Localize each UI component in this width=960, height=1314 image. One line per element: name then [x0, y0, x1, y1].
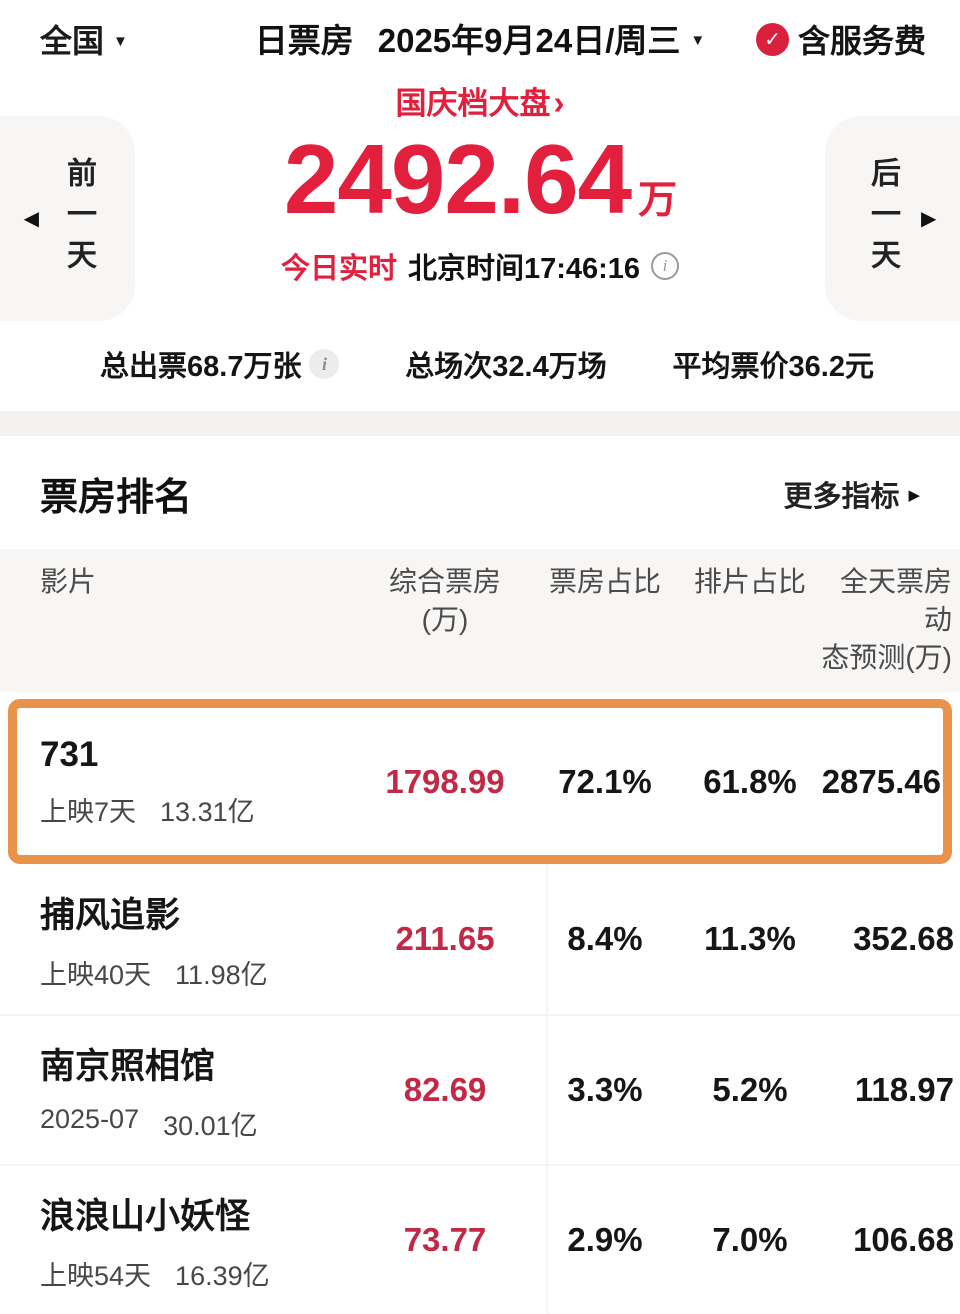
hero-section: ◀ 前一天 后一天 ▶ 2492.64 万 今日实时 北京时间17:46:16 i	[0, 116, 960, 321]
column-header-screening-share: 排片占比	[693, 566, 806, 597]
forecast-value: 118.97	[854, 1071, 954, 1109]
film-release-info: 上映40天	[40, 959, 152, 990]
film-total-gross: 13.31亿	[160, 796, 255, 827]
previous-day-button[interactable]: ◀ 前一天	[0, 116, 135, 321]
film-total-gross: 16.39亿	[175, 1260, 270, 1291]
film-row-bufengzhuiying[interactable]: 捕风追影 上映40天 11.98亿 211.65 8.4% 11.3% 352.…	[0, 864, 960, 1014]
box-office-value: 73.77	[403, 1221, 487, 1259]
arrow-right-icon: ▶	[921, 208, 937, 230]
stats-row: 总出票68.7万张 i 总场次32.4万场 平均票价36.2元	[0, 321, 960, 411]
film-total-gross: 11.98亿	[175, 959, 268, 990]
film-subtitle: 上映7天 13.31亿	[40, 790, 360, 829]
box-share-value: 2.9%	[567, 1221, 643, 1259]
film-subtitle: 2025-07 30.01亿	[40, 1104, 360, 1143]
film-row-nanjingzhaoxiangguan[interactable]: 南京照相馆 2025-07 30.01亿 82.69 3.3% 5.2% 118…	[0, 1014, 960, 1164]
total-tickets-label: 总出票68.7万张	[100, 351, 302, 383]
film-info: 731 上映7天 13.31亿	[17, 735, 360, 829]
more-indicators-button[interactable]: 更多指标 ▶	[783, 473, 920, 515]
column-divider-line	[546, 864, 549, 1314]
average-ticket-price-label: 平均票价36.2元	[672, 351, 874, 383]
service-fee-toggle[interactable]: ✓ 含服务费	[755, 16, 926, 62]
total-box-office-value: 2492.64	[283, 124, 632, 234]
column-header-forecast-line1: 全天票房动	[839, 566, 952, 635]
box-share-value: 8.4%	[567, 920, 643, 958]
total-screenings-label: 总场次32.4万场	[405, 351, 607, 383]
box-office-value: 211.65	[395, 920, 495, 958]
screening-share-value: 11.3%	[704, 920, 796, 958]
box-share-value: 72.1%	[558, 762, 652, 800]
region-dropdown[interactable]: 全国 ▼	[40, 16, 128, 62]
box-office-value: 1798.99	[385, 762, 505, 800]
check-icon: ✓	[755, 22, 789, 56]
national-day-box-office-link[interactable]: 国庆档大盘 ›	[396, 78, 565, 123]
box-office-value: 82.69	[403, 1071, 487, 1109]
average-ticket-price-stat: 平均票价36.2元	[673, 343, 874, 385]
film-subtitle: 上映54天 16.39亿	[40, 1254, 360, 1293]
total-box-office-unit: 万	[638, 179, 677, 222]
table-rows: 捕风追影 上映40天 11.98亿 211.65 8.4% 11.3% 352.…	[0, 864, 960, 1314]
chevron-down-icon: ▼	[690, 31, 706, 49]
film-info: 南京照相馆 2025-07 30.01亿	[0, 1038, 360, 1143]
screening-share-value: 5.2%	[712, 1071, 788, 1109]
chevron-right-icon: ›	[553, 84, 565, 121]
film-row-731[interactable]: 731 上映7天 13.31亿 1798.99 72.1% 61.8% 2875…	[17, 708, 943, 855]
info-icon[interactable]: i	[651, 251, 680, 280]
chevron-down-icon: ▼	[113, 32, 128, 50]
ranking-title: 票房排名	[40, 477, 193, 519]
column-header-box-office-line2: (万)	[421, 603, 469, 635]
film-release-info: 上映7天	[40, 796, 137, 827]
previous-day-label: 前一天	[62, 157, 95, 280]
column-header-box-office: 综合票房 (万)	[360, 563, 530, 676]
column-header-box-share: 票房占比	[548, 566, 661, 597]
title-group: 日票房 2025年9月24日/周三 ▼	[255, 14, 706, 62]
film-title: 浪浪山小妖怪	[40, 1196, 251, 1236]
top-bar: 全国 ▼ 日票房 2025年9月24日/周三 ▼ ✓ 含服务费	[0, 0, 960, 62]
film-info: 浪浪山小妖怪 上映54天 16.39亿	[0, 1188, 360, 1293]
total-screenings-stat: 总场次32.4万场	[405, 343, 606, 385]
arrow-left-icon: ◀	[23, 208, 39, 230]
holiday-link-label: 国庆档大盘	[395, 86, 551, 121]
box-share-value: 3.3%	[567, 1071, 643, 1109]
column-header-forecast: 全天票房动 态预测(万)	[820, 563, 960, 676]
total-tickets-stat: 总出票68.7万张 i	[100, 343, 340, 385]
date-label: 2025年9月24日/周三	[377, 22, 681, 59]
screening-share-value: 7.0%	[712, 1221, 788, 1259]
date-picker[interactable]: 2025年9月24日/周三 ▼	[378, 14, 706, 62]
info-icon[interactable]: i	[309, 349, 340, 379]
column-header-film: 影片	[40, 566, 97, 597]
holiday-link-row: 国庆档大盘 ›	[0, 62, 960, 121]
region-label: 全国	[40, 23, 105, 59]
metric-label: 日票房	[254, 22, 354, 59]
film-total-gross: 30.01亿	[163, 1110, 258, 1141]
beijing-time-label: 北京时间17:46:16	[407, 252, 641, 285]
film-title: 捕风追影	[40, 895, 181, 935]
next-day-button[interactable]: 后一天 ▶	[825, 116, 960, 321]
arrow-right-icon: ▶	[908, 486, 920, 504]
section-divider	[0, 411, 960, 436]
film-title: 南京照相馆	[40, 1046, 216, 1086]
film-release-info: 上映54天	[40, 1260, 152, 1291]
film-row-langlangshan[interactable]: 浪浪山小妖怪 上映54天 16.39亿 73.77 2.9% 7.0% 106.…	[0, 1164, 960, 1314]
film-info: 捕风追影 上映40天 11.98亿	[0, 887, 360, 992]
screening-share-value: 61.8%	[703, 762, 797, 800]
forecast-value: 2875.46	[821, 762, 941, 800]
total-box-office: 2492.64 万	[0, 116, 960, 231]
film-subtitle: 上映40天 11.98亿	[40, 953, 360, 992]
film-release-info: 2025-07	[40, 1103, 140, 1134]
forecast-value: 106.68	[853, 1221, 954, 1259]
film-title: 731	[40, 734, 99, 774]
column-header-forecast-line2: 态预测(万)	[821, 641, 952, 673]
ranking-header: 票房排名 更多指标 ▶	[0, 436, 960, 537]
highlight-border: 731 上映7天 13.31亿 1798.99 72.1% 61.8% 2875…	[8, 699, 952, 865]
table-header: 影片 综合票房 (万) 票房占比 排片占比 全天票房动 态预测(万)	[0, 549, 960, 693]
realtime-row: 今日实时 北京时间17:46:16 i	[0, 245, 960, 287]
realtime-label: 今日实时	[280, 252, 397, 285]
forecast-value: 352.68	[853, 920, 954, 958]
service-fee-label: 含服务费	[797, 23, 926, 59]
more-indicators-label: 更多指标	[783, 480, 900, 513]
column-header-box-office-line1: 综合票房	[388, 566, 501, 597]
next-day-label: 后一天	[866, 157, 899, 280]
